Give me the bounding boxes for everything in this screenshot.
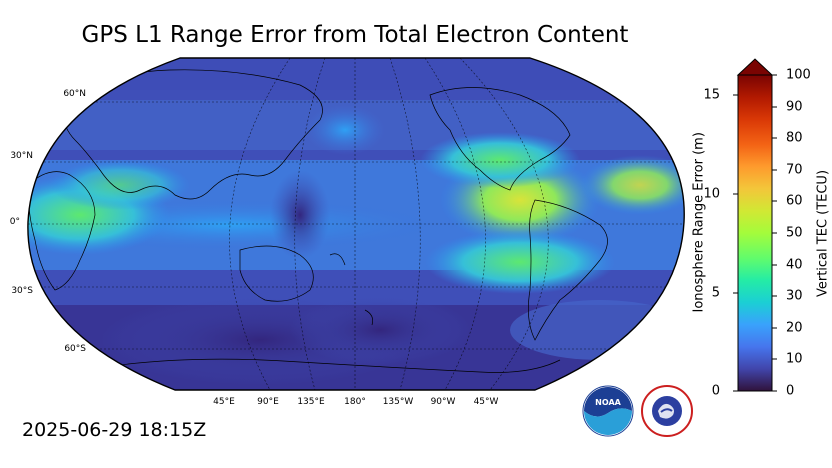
range-tick-0: 0 <box>711 383 720 399</box>
tecu-tick-90: 90 <box>786 99 803 115</box>
tecu-tick-60: 60 <box>786 193 803 209</box>
lon-label-45w: 45°W <box>473 397 499 407</box>
timestamp: 2025-06-29 18:15Z <box>22 419 207 441</box>
chart-title: GPS L1 Range Error from Total Electron C… <box>81 22 629 48</box>
lon-label-135w: 135°W <box>382 397 414 407</box>
range-error-axis-label: Ionosphere Range Error (m) <box>691 132 707 313</box>
coastlines <box>27 69 608 373</box>
lat-label-60n: 60°N <box>63 89 86 99</box>
lat-label-30s: 30°S <box>11 286 33 296</box>
tecu-tick-0: 0 <box>786 383 795 399</box>
tecu-tick-10: 10 <box>786 351 803 367</box>
range-tick-10: 10 <box>703 186 720 202</box>
tecu-tick-100: 100 <box>786 67 811 83</box>
tecu-tick-70: 70 <box>786 162 803 178</box>
svg-text:NOAA: NOAA <box>595 398 621 407</box>
lat-label-0: 0° <box>9 217 20 227</box>
lat-label-60s: 60°S <box>64 344 86 354</box>
lon-label-90w: 90°W <box>430 397 456 407</box>
graticule <box>27 58 685 390</box>
tec-field <box>27 58 685 390</box>
tecu-tick-50: 50 <box>786 225 803 241</box>
tecu-tick-20: 20 <box>786 320 803 336</box>
lon-label-90e: 90°E <box>257 397 279 407</box>
tecu-tick-30: 30 <box>786 288 803 304</box>
colorbar-ticks <box>733 74 777 392</box>
range-tick-5: 5 <box>711 285 720 301</box>
lon-label-135e: 135°E <box>297 397 325 407</box>
lon-label-180: 180° <box>344 397 366 407</box>
lat-label-30n: 30°N <box>10 151 33 161</box>
colorbar-extend-arrow <box>736 58 774 76</box>
colorbar <box>737 74 773 392</box>
range-tick-15: 15 <box>703 87 720 103</box>
tec-axis-label: Vertical TEC (TECU) <box>815 169 831 298</box>
tecu-tick-80: 80 <box>786 130 803 146</box>
lon-label-45e: 45°E <box>213 397 235 407</box>
noaa-logo: NOAA <box>582 385 634 437</box>
nws-logo <box>641 385 693 437</box>
tecu-tick-40: 40 <box>786 257 803 273</box>
map-outline <box>27 57 685 391</box>
